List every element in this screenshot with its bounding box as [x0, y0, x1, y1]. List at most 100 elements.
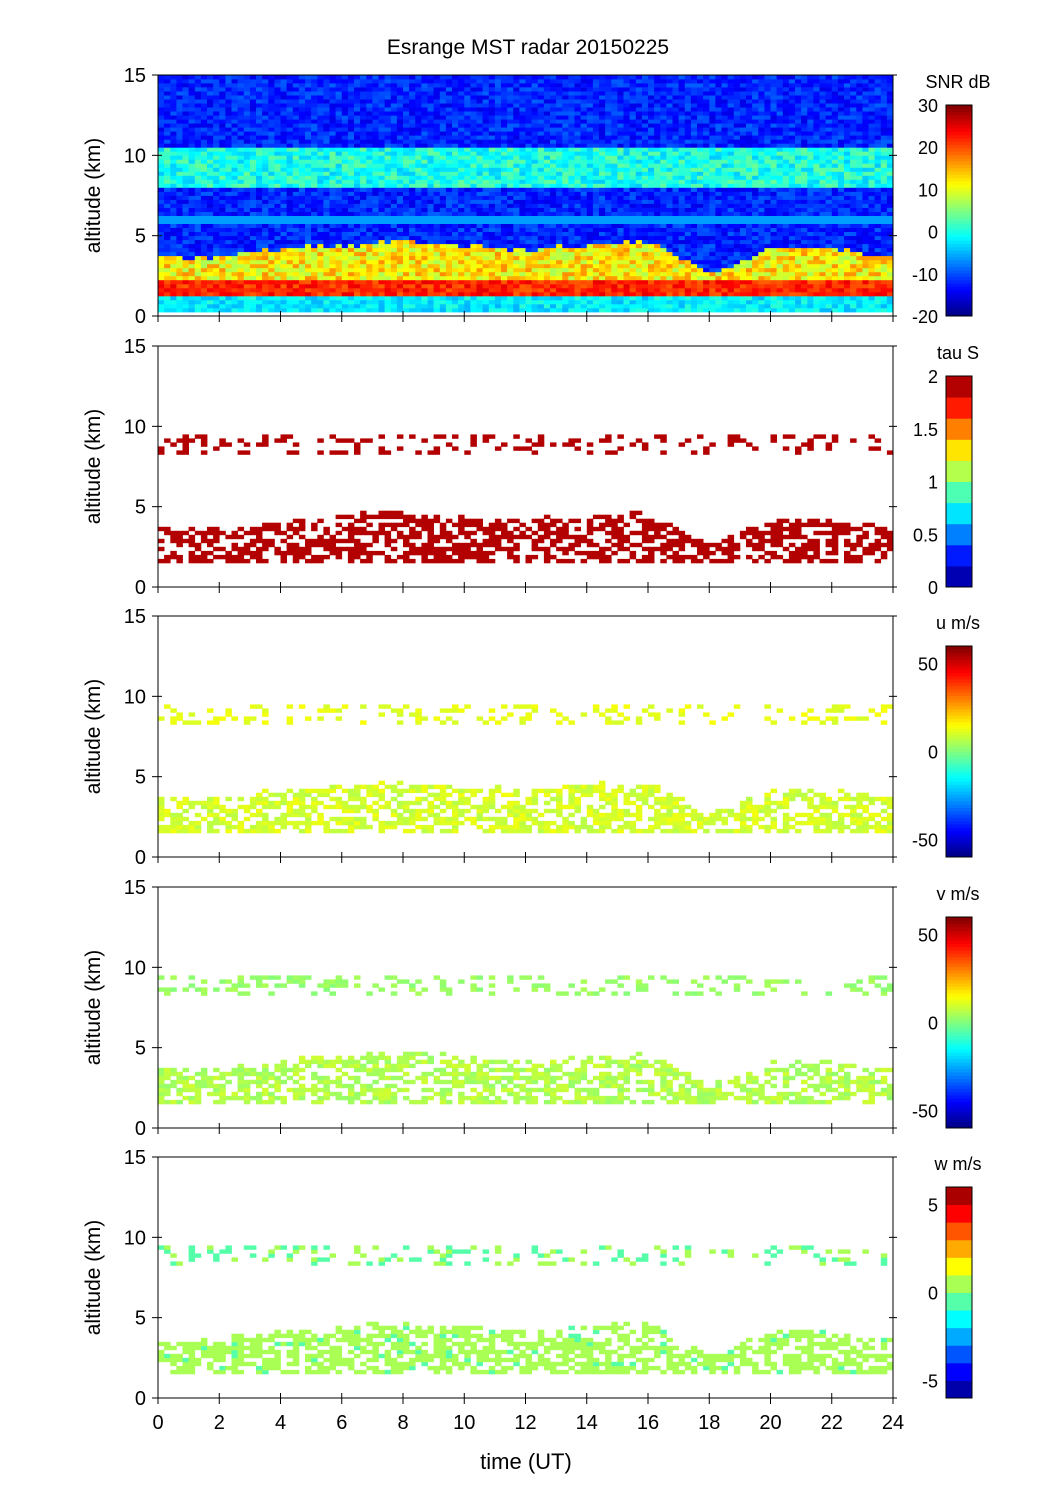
snr-cell — [378, 239, 385, 245]
snr-cell — [158, 295, 165, 301]
snr-cell — [611, 79, 618, 84]
snr-cell — [268, 91, 275, 96]
snr-cell — [280, 295, 287, 301]
snr-cell — [384, 231, 392, 237]
snr-cell — [452, 287, 459, 293]
snr-cell — [256, 139, 263, 144]
snr-cell — [611, 239, 618, 245]
snr-cell — [445, 211, 453, 216]
snr-cell — [225, 79, 232, 84]
snr-cell — [501, 235, 508, 241]
snr-cell — [219, 231, 226, 237]
snr-cell — [164, 147, 171, 152]
snr-cell — [629, 155, 637, 160]
snr-cell — [433, 139, 441, 144]
snr-cell — [605, 283, 612, 289]
snr-cell — [617, 115, 624, 120]
snr-cell — [164, 235, 171, 241]
snr-cell — [666, 279, 673, 285]
snr-cell — [494, 127, 502, 132]
snr-cell — [580, 91, 588, 96]
snr-cell — [660, 295, 667, 301]
snr-cell — [507, 287, 514, 293]
snr-cell — [445, 127, 453, 132]
snr-cell — [390, 103, 398, 108]
snr-cell — [390, 79, 398, 84]
snr-cell — [360, 143, 367, 148]
snr-cell — [335, 275, 343, 281]
snr-cell — [237, 279, 245, 285]
snr-cell — [666, 175, 673, 180]
snr-cell — [623, 195, 630, 200]
snr-cell — [396, 231, 404, 237]
snr-cell — [452, 83, 459, 88]
snr-cell — [501, 263, 508, 269]
snr-cell — [605, 223, 612, 228]
snr-cell — [525, 275, 532, 281]
snr-cell — [305, 183, 312, 188]
snr-cell — [666, 303, 673, 309]
snr-cell — [335, 139, 343, 144]
snr-cell — [543, 187, 551, 192]
snr-cell — [421, 131, 428, 136]
snr-cell — [439, 187, 447, 192]
snr-cell — [617, 135, 624, 140]
snr-cell — [207, 287, 214, 293]
snr-cell — [629, 263, 637, 269]
snr-cell — [562, 99, 569, 104]
snr-cell — [249, 99, 257, 104]
snr-cell — [231, 235, 238, 241]
snr-cell — [213, 163, 220, 168]
snr-cell — [280, 159, 287, 164]
snr-cell — [366, 79, 373, 84]
snr-cell — [231, 299, 238, 305]
snr-cell — [194, 219, 202, 224]
snr-cell — [525, 203, 532, 208]
snr-cell — [458, 123, 465, 128]
snr-cell — [219, 159, 226, 164]
snr-cell — [415, 239, 422, 245]
snr-cell — [476, 223, 483, 228]
snr-cell — [501, 271, 508, 277]
snr-cell — [366, 291, 373, 297]
snr-cell — [182, 139, 189, 144]
snr-cell — [384, 211, 392, 216]
snr-cell — [519, 79, 526, 84]
snr-cell — [599, 127, 606, 132]
snr-cell — [660, 231, 667, 237]
snr-cell — [243, 255, 251, 261]
snr-cell — [543, 219, 551, 224]
snr-cell — [292, 239, 300, 245]
snr-cell — [666, 167, 673, 172]
snr-cell — [249, 199, 257, 204]
snr-cell — [605, 155, 612, 160]
snr-cell — [237, 299, 245, 305]
snr-cell — [660, 247, 667, 253]
snr-cell — [164, 303, 171, 309]
snr-cell — [482, 267, 490, 273]
snr-cell — [592, 247, 600, 253]
snr-cell — [305, 303, 312, 309]
snr-cell — [360, 287, 367, 293]
snr-cell — [384, 139, 392, 144]
snr-cell — [170, 215, 177, 220]
snr-cell — [611, 175, 618, 180]
snr-cell — [292, 199, 300, 204]
snr-cell — [458, 207, 465, 212]
snr-cell — [194, 107, 202, 112]
snr-cell — [445, 179, 453, 184]
snr-cell — [568, 207, 575, 212]
snr-cell — [470, 263, 477, 269]
snr-cell — [268, 271, 275, 277]
snr-cell — [170, 123, 177, 128]
snr-cell — [311, 107, 318, 112]
snr-cell — [482, 79, 490, 84]
snr-cell — [335, 279, 343, 285]
snr-cell — [268, 187, 275, 192]
snr-cell — [268, 179, 275, 184]
snr-cell — [188, 159, 196, 164]
snr-cell — [654, 147, 661, 152]
snr-cell — [207, 203, 214, 208]
snr-cell — [280, 199, 287, 204]
snr-cell — [158, 87, 165, 92]
